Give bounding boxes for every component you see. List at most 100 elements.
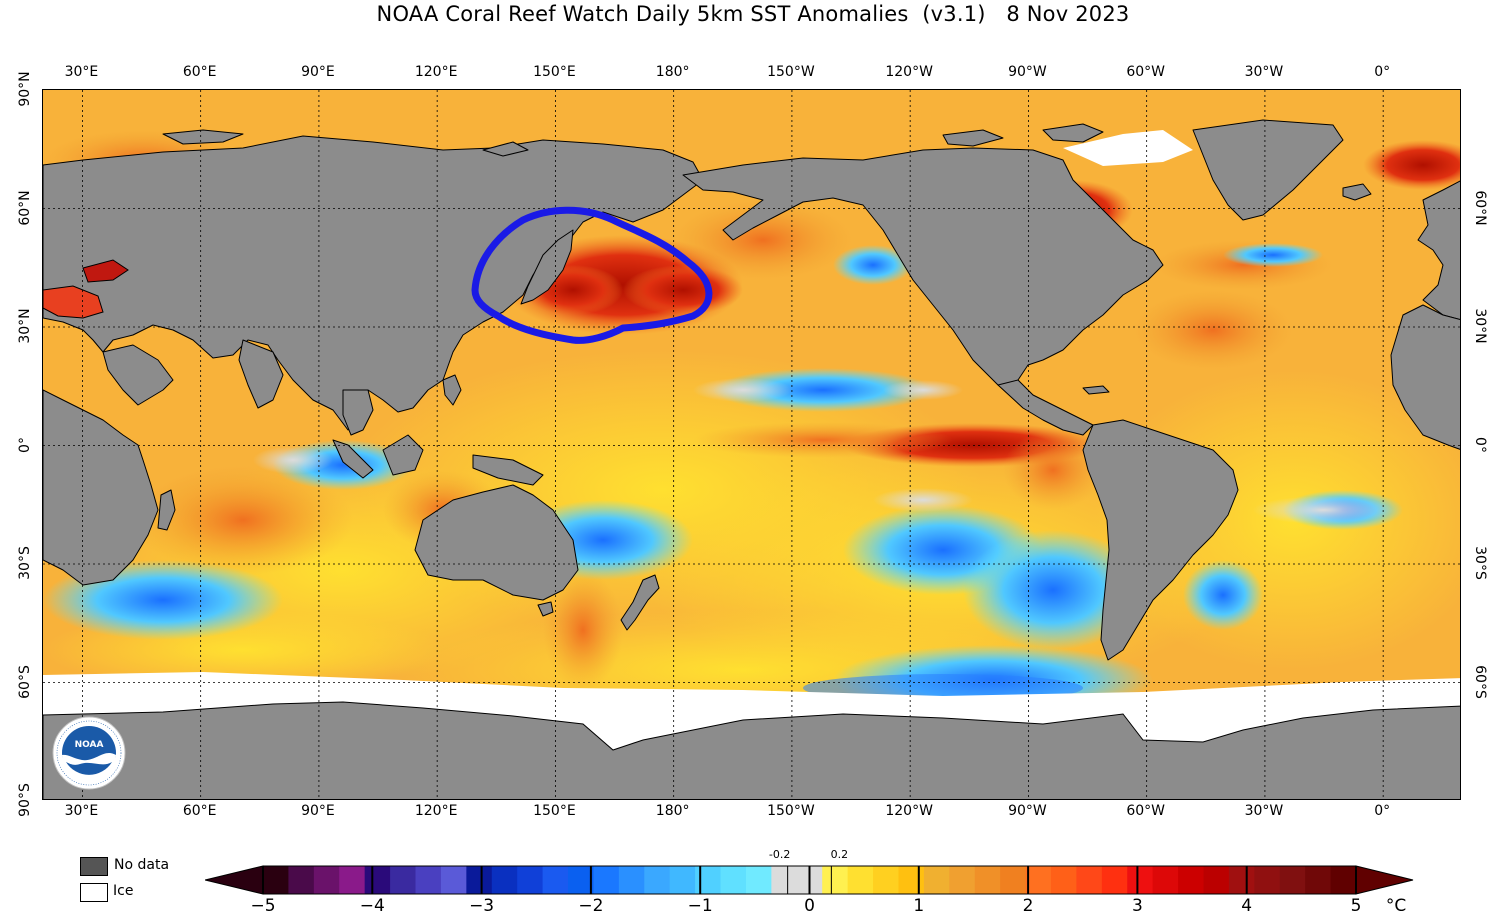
colorbar-max-arrow [1355,865,1414,895]
latitude-label: 30°N [1472,308,1488,344]
colorbar-segment [313,866,340,894]
colorbar-segment [949,866,976,894]
colorbar-segment [1178,866,1205,894]
longitude-label: 120°E [414,64,458,80]
longitude-label: 150°E [533,803,576,819]
latitude-label: 60°S [17,664,33,699]
colorbar-segment [339,866,366,894]
colorbar-segment [542,866,569,894]
colorbar-segment [695,866,722,894]
colorbar-tick-label: −1 [687,896,713,916]
colorbar-segment [1050,866,1077,894]
longitude-label: 90°W [1008,803,1047,819]
colorbar-segment [1127,866,1154,894]
colorbar-segment [517,866,544,894]
latitude-label: 30°S [1472,546,1488,580]
colorbar-unit: °C [1385,896,1407,916]
no-data-swatch [80,857,108,876]
colorbar-segment [974,866,1001,894]
colorbar-segment [1305,866,1332,894]
inland-seas [43,259,129,319]
colorbar-segment [440,866,467,894]
colorbar-segment [1000,866,1027,894]
sst-anomaly-map[interactable] [42,89,1461,800]
colorbar-segment [491,866,518,894]
colorbar [205,865,1414,895]
colorbar-tick-label: 4 [1241,896,1253,916]
ice-label: Ice [113,883,134,899]
colorbar-segment [1152,866,1179,894]
graticule [43,90,1460,799]
longitude-label: 180° [655,803,690,819]
longitude-label: 120°E [414,803,458,819]
latitude-label: 60°N [1472,189,1488,226]
colorbar-segment [669,866,696,894]
colorbar-segment [771,866,798,894]
longitude-label: 30°E [64,64,99,80]
colorbar-small-label: 0.2 [830,848,849,861]
map-title: NOAA Coral Reef Watch Daily 5km SST Anom… [376,2,1130,26]
colorbar-tick-label: 2 [1022,896,1034,916]
colorbar-small-label: -0.2 [768,848,791,861]
colorbar-segment [847,866,874,894]
ice-swatch [80,883,108,902]
colorbar-tick-label: −3 [469,896,495,916]
colorbar-segment [822,866,849,894]
colorbar-segment [1228,866,1255,894]
colorbar-segment [745,866,772,894]
antarctica [43,701,1460,799]
colorbar-segment [923,866,950,894]
longitude-label: 180° [655,64,690,80]
colorbar-segment [593,866,620,894]
longitude-label: 150°E [533,64,576,80]
colorbar-segment [466,866,493,894]
highlight-loop [471,206,713,344]
colorbar-segment [415,866,442,894]
longitude-label: 120°W [885,64,933,80]
colorbar-tick-label: −4 [359,896,385,916]
colorbar-segment [568,866,595,894]
colorbar-segment [644,866,671,894]
colorbar-segment [1330,866,1357,894]
longitude-label: 90°E [301,64,335,80]
colorbar-tick-label: 0 [804,896,815,916]
latitude-label: 0° [1472,436,1488,453]
longitude-label: 30°W [1244,803,1284,819]
colorbar-tick-label: 3 [1131,896,1143,916]
colorbar-segment [288,866,315,894]
colorbar-segment [364,866,391,894]
noaa-logo: NOAA [52,716,126,790]
colorbar-segment [1279,866,1306,894]
colorbar-segment [873,866,900,894]
colorbar-tick-label: 5 [1350,896,1362,916]
longitude-label: 60°E [182,64,217,80]
colorbar-segment [1076,866,1103,894]
latitude-label: 30°S [17,546,33,580]
latitude-label: 90°N [17,71,33,107]
longitude-label: 60°E [182,803,217,819]
longitude-label: 60°W [1126,64,1165,80]
latitude-label: 90°S [17,783,33,817]
colorbar-segment [1101,866,1128,894]
latitude-label: 60°S [1472,664,1488,699]
colorbar-segment [720,866,747,894]
longitude-label: 90°E [301,803,335,819]
colorbar-segment [898,866,925,894]
longitude-label: 60°W [1126,803,1165,819]
latitude-label: 0° [17,436,33,453]
colorbar-tick-label: −5 [250,896,276,916]
colorbar-segment [618,866,645,894]
latitude-label: 30°N [17,308,33,344]
colorbar-tick-label: −2 [578,896,604,916]
map-graphic [43,90,1460,799]
longitude-label: 30°E [64,803,99,819]
longitude-label: 0° [1374,64,1391,80]
longitude-label: 0° [1374,803,1391,819]
arctic-ice [1063,130,1193,166]
longitude-label: 150°W [767,64,815,80]
colorbar-segment [1203,866,1230,894]
longitude-label: 30°W [1244,64,1284,80]
colorbar-segment [263,866,290,894]
longitude-label: 90°W [1008,64,1047,80]
colorbar-segment [390,866,417,894]
